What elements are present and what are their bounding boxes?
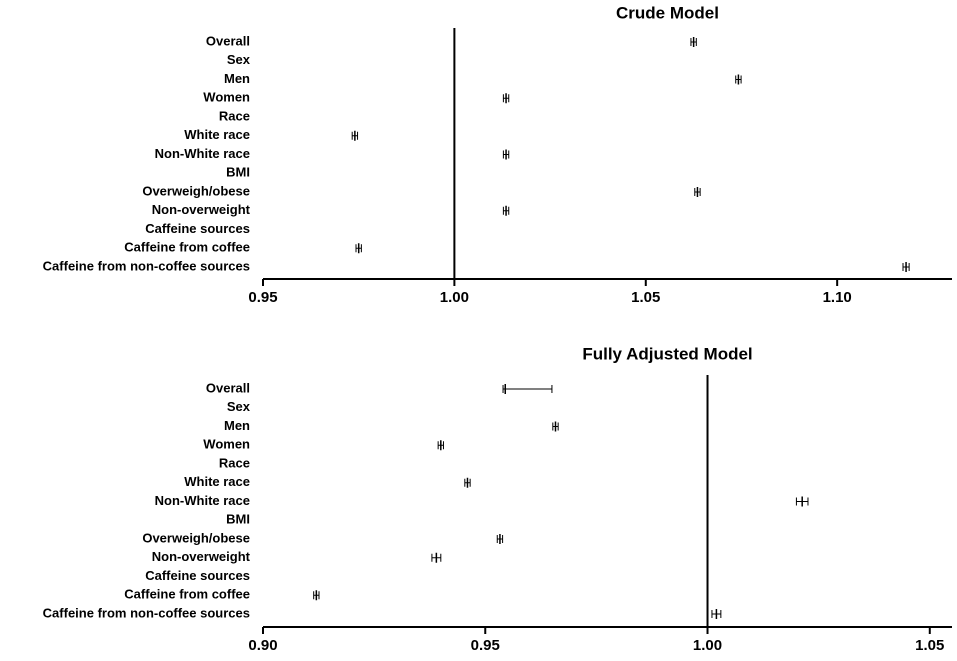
category-label: Overweigh/obese — [142, 530, 250, 545]
category-label: Overall — [206, 33, 250, 48]
category-label: Caffeine sources — [145, 221, 250, 236]
chart-title: Crude Model — [616, 3, 719, 22]
category-label: Sex — [227, 399, 251, 414]
x-tick-label: 0.90 — [248, 637, 277, 654]
x-tick-label: 1.00 — [440, 289, 469, 306]
category-label: BMI — [226, 165, 250, 180]
category-label: Sex — [227, 52, 251, 67]
category-label: Race — [219, 455, 250, 470]
category-label: White race — [184, 127, 250, 142]
x-tick-label: 1.10 — [823, 289, 852, 306]
x-tick-label: 1.05 — [915, 637, 944, 654]
category-label: Women — [203, 90, 250, 105]
category-label: Men — [224, 71, 250, 86]
category-label: Non-White race — [155, 146, 250, 161]
x-tick-label: 0.95 — [248, 289, 277, 306]
category-label: Caffeine from non-coffee sources — [43, 605, 250, 620]
category-label: Non-overweight — [152, 202, 251, 217]
category-label: Men — [224, 418, 250, 433]
category-label: Caffeine from coffee — [124, 587, 250, 602]
x-tick-label: 1.05 — [631, 289, 660, 306]
category-label: Women — [203, 437, 250, 452]
category-label: Overweigh/obese — [142, 183, 250, 198]
category-label: Caffeine from non-coffee sources — [43, 258, 250, 273]
category-label: Caffeine from coffee — [124, 240, 250, 255]
x-tick-label: 0.95 — [471, 637, 500, 654]
category-label: BMI — [226, 512, 250, 527]
category-label: Non-overweight — [152, 549, 251, 564]
category-label: Caffeine sources — [145, 568, 250, 583]
category-label: Non-White race — [155, 493, 250, 508]
chart-title: Fully Adjusted Model — [582, 344, 752, 363]
category-label: White race — [184, 474, 250, 489]
category-label: Overall — [206, 380, 250, 395]
x-tick-label: 1.00 — [693, 637, 722, 654]
category-label: Race — [219, 108, 250, 123]
